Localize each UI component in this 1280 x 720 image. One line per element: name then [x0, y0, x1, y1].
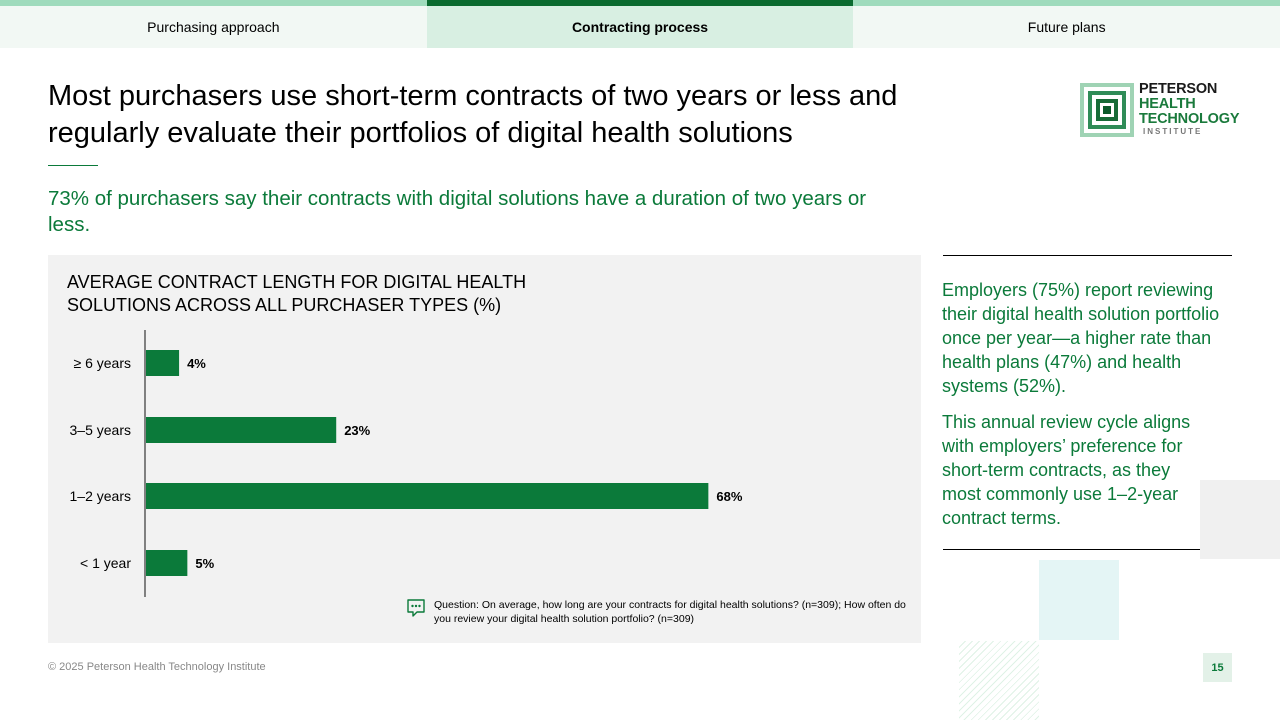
chart-panel: AVERAGE CONTRACT LENGTH FOR DIGITAL HEAL…	[48, 255, 921, 643]
slide-subtitle: 73% of purchasers say their contracts wi…	[48, 187, 867, 236]
category-label: 3–5 years	[70, 422, 131, 438]
logo-line-4: INSTITUTE	[1143, 127, 1203, 136]
category-label: ≥ 6 years	[74, 355, 131, 371]
decorative-hatched-block	[959, 641, 1039, 720]
peterson-logo: PETERSON HEALTH TECHNOLOGY INSTITUTE	[1080, 82, 1240, 140]
bar-chart: ≥ 6 years 4% 3–5 years 23% 1–2 years 68% < 1 y…	[70, 330, 743, 597]
bar	[146, 483, 709, 509]
sidebar-bottom-rule	[943, 549, 1232, 550]
logo-wordmark: PETERSON HEALTH TECHNOLOGY INSTITUTE	[1139, 81, 1240, 137]
section-tabs: Purchasing approach Contracting process …	[0, 0, 1280, 48]
decorative-teal-block	[1039, 560, 1119, 640]
bar	[146, 417, 337, 443]
sidebar-top-rule	[943, 255, 1232, 256]
survey-note: Question: On average, how long are your …	[406, 598, 914, 626]
tab-future-plans[interactable]: Future plans	[853, 0, 1280, 48]
category-label: < 1 year	[80, 555, 131, 571]
speech-bubble-icon	[407, 599, 425, 617]
logo-mark-icon	[1080, 83, 1134, 137]
bar-value-label: 5%	[195, 556, 214, 571]
bar-value-label: 23%	[344, 423, 370, 438]
bar	[146, 350, 180, 376]
bar-value-label: 68%	[716, 489, 742, 504]
title-divider	[48, 165, 98, 166]
category-label: 1–2 years	[70, 488, 131, 504]
slide-title: Most purchasers use short-term contracts…	[48, 80, 898, 149]
bar	[146, 550, 188, 576]
tab-contracting-process[interactable]: Contracting process	[426, 0, 854, 48]
decorative-gray-block	[1200, 480, 1280, 559]
sidebar-paragraph-1: Employers (75%) report reviewing their d…	[942, 280, 1220, 396]
survey-question-text: Question: On average, how long are your …	[434, 599, 906, 625]
sidebar-paragraph-2: This annual review cycle aligns with emp…	[942, 412, 1191, 528]
chart-title: AVERAGE CONTRACT LENGTH FOR DIGITAL HEAL…	[67, 272, 527, 315]
logo-line-1: PETERSON	[1139, 81, 1218, 97]
logo-line-3: TECHNOLOGY	[1139, 111, 1240, 127]
tab-purchasing-approach[interactable]: Purchasing approach	[0, 0, 427, 48]
copyright-footer: © 2025 Peterson Health Technology Instit…	[48, 661, 266, 673]
page-number: 15	[1203, 653, 1232, 682]
bar-value-label: 4%	[187, 356, 206, 371]
logo-line-2: HEALTH	[1139, 96, 1196, 112]
